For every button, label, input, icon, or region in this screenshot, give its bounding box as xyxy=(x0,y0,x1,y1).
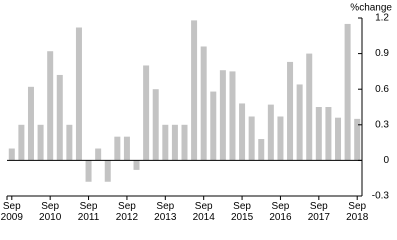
bar xyxy=(277,116,284,161)
bar xyxy=(296,84,303,161)
bar xyxy=(229,71,236,161)
x-tick-label: Sep 2015 xyxy=(231,201,254,223)
bar xyxy=(104,160,111,182)
bar xyxy=(267,104,274,161)
y-tick-label: 0.3 xyxy=(375,119,389,130)
bar xyxy=(66,124,73,161)
bar xyxy=(200,46,207,161)
bar xyxy=(210,91,217,161)
y-tick-label: 0.9 xyxy=(375,48,389,59)
bar xyxy=(18,124,25,161)
bar xyxy=(133,160,140,170)
bar xyxy=(354,118,361,161)
bar xyxy=(219,70,226,161)
x-tick-label: Sep 2014 xyxy=(193,201,216,223)
bar xyxy=(56,74,63,161)
bar xyxy=(123,136,130,161)
x-tick-label: Sep 2010 xyxy=(39,201,62,223)
bar xyxy=(335,117,342,161)
x-tick-label: Sep 2016 xyxy=(269,201,292,223)
bar xyxy=(8,148,15,161)
bar xyxy=(171,124,178,161)
y-tick-label: 1.2 xyxy=(375,13,389,24)
bar xyxy=(306,53,313,161)
bar xyxy=(248,116,255,161)
y-tick-label: 0.6 xyxy=(375,84,389,95)
bar xyxy=(95,148,102,161)
bar xyxy=(162,124,169,161)
y-axis-label: %change xyxy=(350,3,392,14)
x-tick-label: Sep 2017 xyxy=(308,201,331,223)
bar xyxy=(152,89,159,161)
bar xyxy=(239,103,246,161)
bar xyxy=(27,86,34,161)
x-tick-label: Sep 2011 xyxy=(78,201,100,223)
bar xyxy=(37,124,44,161)
bar xyxy=(315,107,322,161)
bar xyxy=(75,27,82,161)
bar xyxy=(181,124,188,161)
chart: %change Sep 2009 Sep 2010 Sep 2011 Sep 2012 Sep 2… xyxy=(1,3,393,223)
bar xyxy=(258,139,265,161)
x-tick-label: Sep 2018 xyxy=(346,201,369,223)
bar xyxy=(85,160,92,182)
x-tick-label: Sep 2009 xyxy=(1,201,24,223)
bar xyxy=(325,107,332,161)
bar xyxy=(47,51,54,161)
x-tick-label: Sep 2013 xyxy=(154,201,177,223)
bar xyxy=(191,20,198,161)
y-tick-label: 0 xyxy=(383,155,389,166)
bar xyxy=(114,136,121,161)
bar xyxy=(143,65,150,161)
bar xyxy=(287,61,294,161)
y-tick-label: -0.3 xyxy=(372,191,390,202)
bar xyxy=(344,23,351,161)
x-tick-label: Sep 2012 xyxy=(116,201,139,223)
